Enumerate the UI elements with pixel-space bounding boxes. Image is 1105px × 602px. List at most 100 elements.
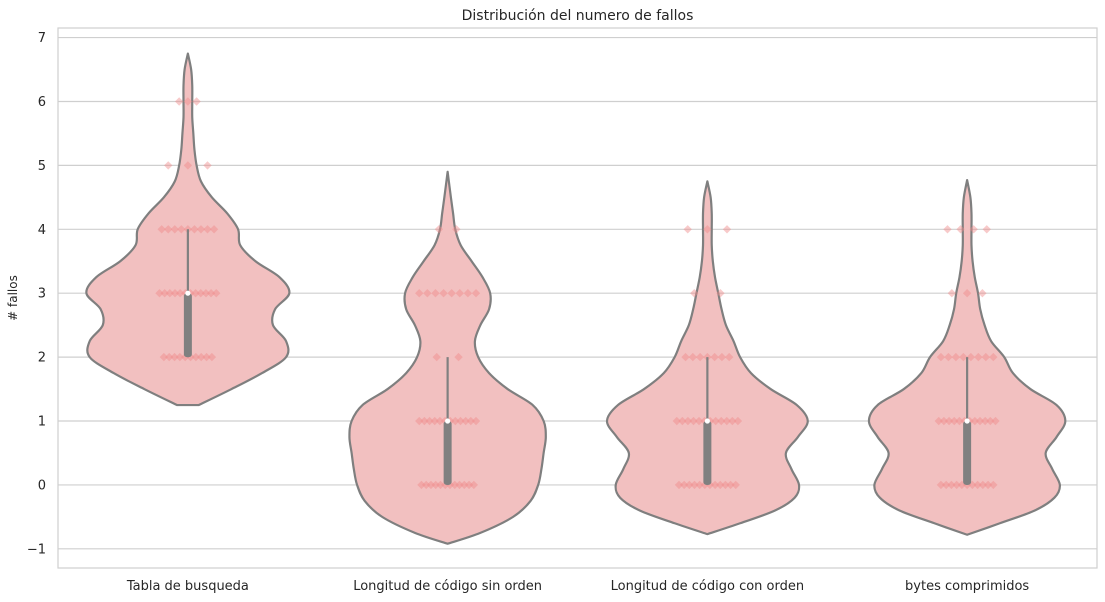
data-point <box>716 289 725 298</box>
data-point <box>683 416 693 426</box>
data-point <box>951 352 961 362</box>
data-point <box>450 480 459 490</box>
y-tick-label: 5 <box>38 159 46 174</box>
box-iqr <box>443 421 452 485</box>
data-point <box>716 480 725 490</box>
data-point <box>174 97 184 106</box>
data-point <box>722 416 732 426</box>
data-point <box>432 352 441 362</box>
data-point <box>202 352 211 362</box>
data-point <box>471 289 481 298</box>
data-point <box>452 225 461 234</box>
data-point <box>435 416 445 426</box>
data-point <box>944 352 953 362</box>
data-point <box>947 289 957 298</box>
data-point <box>689 416 698 426</box>
data-point <box>464 480 474 490</box>
data-point <box>989 352 998 362</box>
y-tick-label: 2 <box>38 351 46 366</box>
data-point <box>431 289 440 298</box>
data-point <box>460 480 469 490</box>
data-point <box>164 161 173 170</box>
data-point <box>983 480 993 490</box>
data-point <box>959 352 968 362</box>
y-tick-label: 0 <box>38 478 46 493</box>
data-point <box>731 480 740 490</box>
box-iqr <box>183 293 192 358</box>
plot-border <box>57 27 1098 569</box>
data-point <box>989 480 998 490</box>
data-point <box>710 352 719 362</box>
data-point <box>164 225 173 234</box>
data-point <box>981 352 991 362</box>
median-marker <box>704 418 710 424</box>
data-point <box>471 416 481 426</box>
data-point <box>934 416 943 426</box>
data-point <box>695 480 704 490</box>
data-point <box>170 289 180 298</box>
data-point <box>190 225 199 234</box>
data-point <box>461 416 470 426</box>
data-point <box>425 416 434 426</box>
data-point <box>207 352 217 362</box>
y-axis-label: # fallos <box>6 275 20 321</box>
median-marker <box>964 418 970 424</box>
data-point <box>683 225 692 234</box>
data-point <box>160 289 169 298</box>
x-tick-label: bytes comprimidos <box>905 579 1029 594</box>
data-point <box>165 352 174 362</box>
data-point <box>175 289 185 298</box>
data-point <box>415 289 424 298</box>
x-tick-labels: Tabla de busqueda Longitud de código sin … <box>126 579 1030 594</box>
data-point <box>703 225 712 234</box>
x-tick-label: Longitud de código con orden <box>611 579 805 594</box>
data-point <box>733 416 743 426</box>
data-point <box>192 97 201 106</box>
data-point <box>451 416 460 426</box>
data-point <box>165 289 175 298</box>
data-point <box>456 416 465 426</box>
data-point <box>434 225 444 234</box>
median-marker <box>445 418 451 424</box>
data-point <box>469 480 479 490</box>
data-point <box>969 225 978 234</box>
data-point <box>991 416 1000 426</box>
data-point <box>939 416 949 426</box>
data-point <box>431 480 440 490</box>
data-point <box>936 480 946 490</box>
data-point <box>430 416 439 426</box>
data-point <box>711 416 720 426</box>
data-point <box>678 416 687 426</box>
data-point <box>672 416 682 426</box>
chart-title: Distribución del numero de fallos <box>462 8 694 24</box>
data-point <box>986 416 995 426</box>
data-point <box>975 416 985 426</box>
data-point <box>681 352 690 362</box>
plot-frame <box>57 27 1098 569</box>
data-point <box>679 480 689 490</box>
data-point <box>674 480 684 490</box>
data-point <box>956 225 965 234</box>
data-point <box>724 352 734 362</box>
data-point <box>685 480 694 490</box>
data-point <box>936 352 946 362</box>
data-point <box>201 289 211 298</box>
data-point <box>463 289 473 298</box>
y-tick-label: 6 <box>38 95 46 110</box>
data-point <box>157 225 166 234</box>
data-point <box>455 289 464 298</box>
data-point <box>191 289 200 298</box>
data-point <box>944 416 954 426</box>
data-point <box>966 352 976 362</box>
data-point <box>717 416 726 426</box>
data-point <box>694 416 704 426</box>
data-point <box>978 480 988 490</box>
violin-group <box>605 180 809 536</box>
data-point <box>980 416 990 426</box>
data-point <box>196 225 206 234</box>
data-point <box>690 480 699 490</box>
data-point <box>417 480 426 490</box>
violin-group <box>85 52 291 407</box>
data-point <box>422 480 431 490</box>
